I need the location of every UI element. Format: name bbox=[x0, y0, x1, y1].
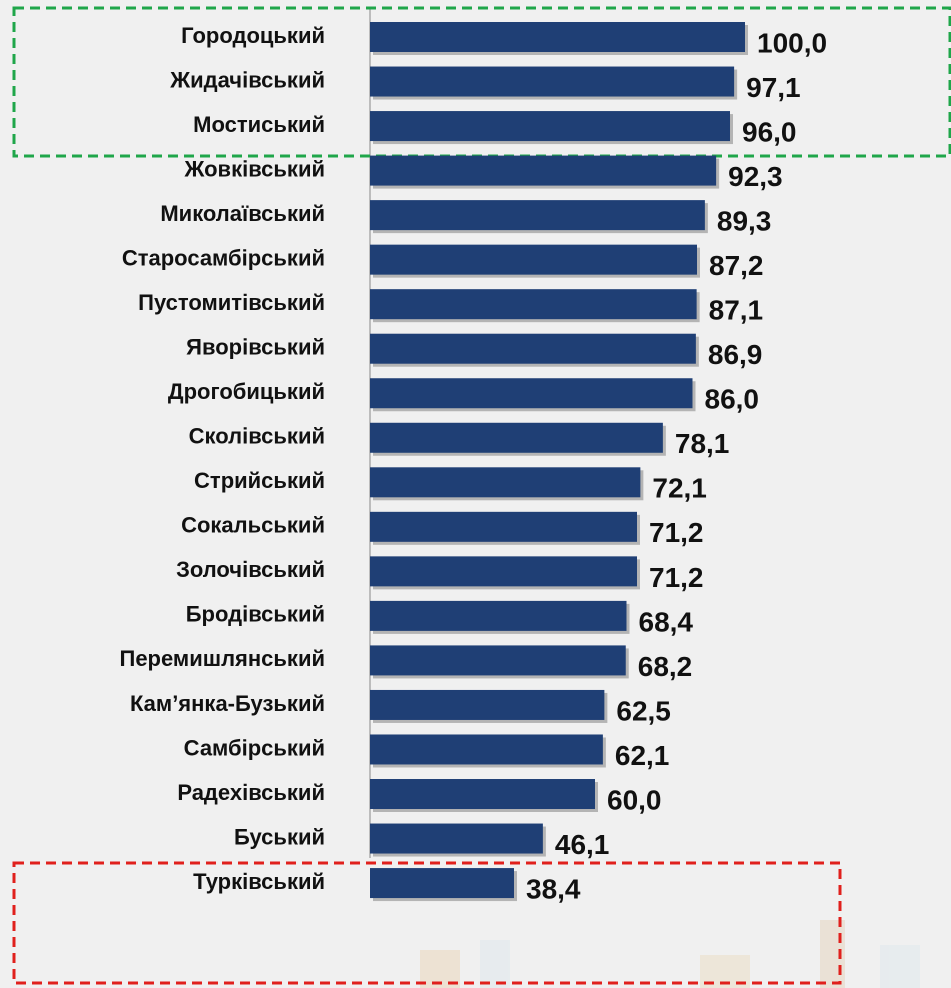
value-label: 100,0 bbox=[757, 27, 827, 58]
value-label: 87,2 bbox=[709, 250, 764, 281]
value-label: 62,5 bbox=[616, 695, 671, 726]
bar bbox=[370, 824, 543, 854]
category-label: Яворівський bbox=[186, 335, 325, 360]
category-label: Перемишлянський bbox=[120, 646, 326, 671]
category-label: Бродівський bbox=[186, 602, 325, 627]
category-label: Жовківський bbox=[184, 156, 325, 181]
value-label: 89,3 bbox=[717, 206, 772, 237]
value-label: 86,9 bbox=[708, 339, 763, 370]
bar bbox=[370, 734, 603, 764]
value-label: 60,0 bbox=[607, 784, 662, 815]
value-label: 87,1 bbox=[709, 295, 764, 326]
category-label: Дрогобицький bbox=[168, 379, 325, 404]
category-label: Буський bbox=[234, 824, 325, 849]
category-label: Турківський bbox=[193, 869, 325, 894]
value-label: 97,1 bbox=[746, 72, 801, 103]
bar bbox=[370, 67, 734, 97]
bar bbox=[370, 200, 705, 230]
bar bbox=[370, 289, 697, 319]
bar bbox=[370, 868, 514, 898]
bar bbox=[370, 512, 637, 542]
value-label: 46,1 bbox=[555, 829, 610, 860]
bar bbox=[370, 779, 595, 809]
bar bbox=[370, 423, 663, 453]
category-label: Золочівський bbox=[176, 557, 325, 582]
value-label: 71,2 bbox=[649, 562, 704, 593]
category-label: Радехівський bbox=[177, 780, 325, 805]
value-label: 72,1 bbox=[652, 473, 707, 504]
bar bbox=[370, 467, 640, 497]
value-label: 68,4 bbox=[639, 606, 694, 637]
bar bbox=[370, 378, 693, 408]
value-label: 68,2 bbox=[638, 651, 693, 682]
bar bbox=[370, 245, 697, 275]
chart: Городоцький 100,0 Жидачівський 97,1 Мостиськ… bbox=[0, 0, 951, 988]
category-label: Старосамбірський bbox=[122, 245, 325, 270]
value-label: 96,0 bbox=[742, 116, 797, 147]
value-label: 71,2 bbox=[649, 517, 704, 548]
bar bbox=[370, 111, 730, 141]
category-label: Мостиський bbox=[193, 112, 325, 137]
value-label: 62,1 bbox=[615, 740, 670, 771]
bar bbox=[370, 334, 696, 364]
bar bbox=[370, 690, 604, 720]
bar bbox=[370, 601, 627, 631]
value-label: 86,0 bbox=[705, 384, 760, 415]
category-label: Пустомитівський bbox=[138, 290, 325, 315]
value-label: 38,4 bbox=[526, 873, 581, 904]
bar bbox=[370, 645, 626, 675]
bar bbox=[370, 156, 716, 186]
value-label: 92,3 bbox=[728, 161, 783, 192]
category-label: Самбірський bbox=[184, 735, 325, 760]
category-label: Стрийський bbox=[194, 468, 325, 493]
category-label: Городоцький bbox=[181, 23, 325, 48]
bar bbox=[370, 556, 637, 586]
category-label: Жидачівський bbox=[169, 67, 325, 92]
category-label: Кам’янка-Бузький bbox=[130, 691, 325, 716]
value-label: 78,1 bbox=[675, 428, 730, 459]
bar bbox=[370, 22, 745, 52]
category-label: Миколаївський bbox=[160, 201, 325, 226]
category-label: Сколівський bbox=[189, 424, 325, 449]
category-label: Сокальський bbox=[181, 513, 325, 538]
